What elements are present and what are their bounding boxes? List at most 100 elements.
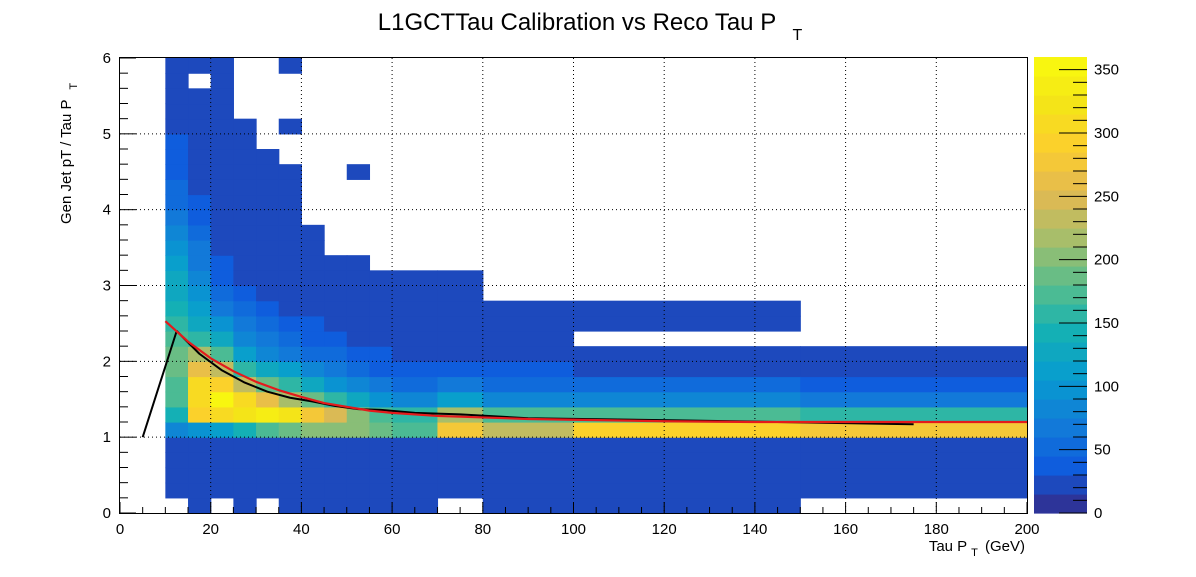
heatmap-cell [210,224,234,241]
heatmap-cell [369,422,393,438]
heatmap-cell [573,497,801,514]
heatmap-cell [482,361,575,378]
heatmap-cell [324,270,348,287]
heatmap-cell [301,255,325,271]
heatmap-cell [233,452,257,469]
heatmap-cell [256,406,280,423]
heatmap-cell [369,315,393,332]
heatmap-cell [573,422,801,438]
heatmap-cell [210,437,234,453]
heatmap-cell [233,406,257,423]
heatmap-cell [188,118,212,135]
heatmap-cell [301,422,325,438]
colorbar-band [1034,247,1087,267]
heatmap-cell [800,406,1028,423]
heatmap-cell [233,118,257,135]
chart-title-main: L1GCTTau Calibration vs Reco Tau P [378,9,776,36]
heatmap-cell [369,437,393,453]
heatmap-cell [369,497,393,514]
heatmap-cell [233,149,257,165]
heatmap-cell [278,209,302,226]
heatmap-cell [369,331,393,347]
heatmap-cell [573,376,801,393]
heatmap-cell [392,285,439,302]
heatmap-cell [392,482,439,499]
heatmap-cell [256,482,280,499]
heatmap-cell [437,437,484,453]
heatmap-cell [301,482,325,499]
heatmap-cell [437,315,484,332]
heatmap-cell [573,361,801,378]
heatmap-cell [210,240,234,256]
heatmap-cell [165,240,189,256]
heatmap-cell [800,376,1028,393]
heatmap-cell [278,361,302,378]
heatmap-cell [324,497,348,514]
heatmap-cell [256,391,280,408]
heatmap-cell [301,361,325,378]
colorbar-band [1034,209,1087,229]
heatmap-cell [346,482,371,499]
heatmap-cell [392,346,439,362]
heatmap-cell [233,346,257,362]
heatmap-cell [346,255,371,271]
heatmap-cell [188,149,212,165]
x-tick-label: 40 [293,521,310,538]
heatmap-cell [482,346,575,362]
y-tick-label: 0 [103,505,111,522]
heatmap-cell [346,361,371,378]
heatmap-cell [233,315,257,332]
heatmap-cell [165,467,189,484]
heatmap-cell [210,149,234,165]
heatmap-cell [233,270,257,287]
colorbar-band [1034,380,1087,400]
heatmap-cell [346,376,371,393]
heatmap-cell [437,467,484,484]
heatmap-cell [437,391,484,408]
colorbar-band [1034,456,1087,476]
heatmap-cell [573,437,801,453]
heatmap-cell [256,437,280,453]
heatmap-cell [256,270,280,287]
heatmap-cell [301,285,325,302]
heatmap-cell [301,346,325,362]
heatmap-cell [188,133,212,150]
heatmap-cell [165,437,189,453]
heatmap-cell [324,422,348,438]
heatmap-cell [437,270,484,287]
heatmap-cell [324,346,348,362]
heatmap-cell [233,179,257,196]
heatmap-cell [256,209,280,226]
heatmap-cell [278,467,302,484]
heatmap-cell [278,452,302,469]
colorbar-tick-label: 0 [1094,505,1102,522]
heatmap-cells [165,58,1028,514]
heatmap-cell [210,467,234,484]
heatmap-cell [573,467,801,484]
heatmap-cell [324,482,348,499]
heatmap-cell [256,315,280,332]
heatmap-cell [233,467,257,484]
y-tick-labels: 0 1 2 3 4 5 6 [103,50,111,522]
heatmap-cell [301,315,325,332]
colorbar-band [1034,190,1087,210]
heatmap-cell [188,482,212,499]
heatmap-cell [301,437,325,453]
x-tick-label: 100 [561,521,586,538]
heatmap-cell [233,209,257,226]
heatmap-cell [210,118,234,135]
heatmap-cell [165,452,189,469]
colorbar-band [1034,494,1087,514]
heatmap-cell [278,482,302,499]
heatmap-cell [278,437,302,453]
heatmap-cell [278,406,302,423]
heatmap-cell [324,285,348,302]
heatmap-cell [256,452,280,469]
red-fit-line [164,320,1027,424]
y-tick-label: 4 [103,202,111,219]
heatmap-cell [346,437,371,453]
heatmap-cell [301,270,325,287]
heatmap-cell [256,240,280,256]
heatmap-cell [256,346,280,362]
heatmap-cell [800,361,1028,378]
